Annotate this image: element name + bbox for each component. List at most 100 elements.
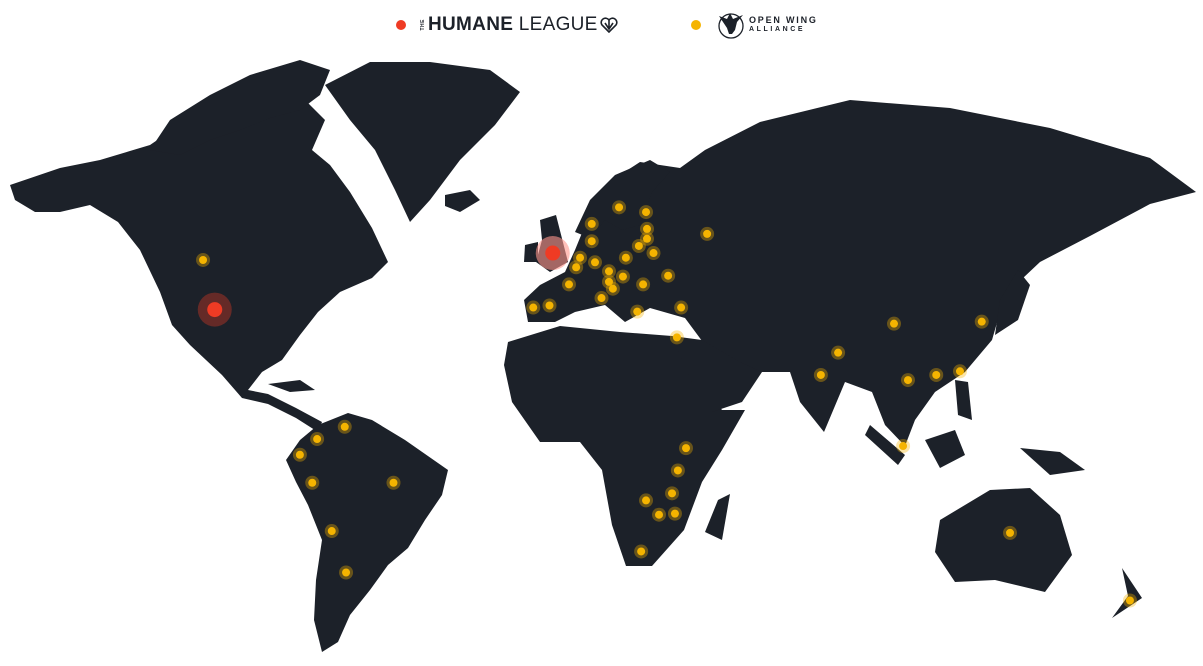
logo-humane-league: HUMANE LEAGUE: [428, 14, 598, 36]
legend: THE HUMANE LEAGUE OPEN WING ALLIANCE: [0, 8, 1203, 42]
owa-marker[interactable]: [640, 221, 654, 236]
owa-marker[interactable]: [615, 269, 630, 284]
owa-marker-dot: [639, 280, 648, 289]
owa-marker[interactable]: [661, 268, 676, 283]
legend-item-the-humane-league[interactable]: THE HUMANE LEAGUE: [396, 8, 618, 42]
owa-marker[interactable]: [929, 367, 944, 382]
owa-marker-dot: [313, 435, 322, 444]
logo-alliance: ALLIANCE: [749, 26, 806, 33]
owa-marker[interactable]: [670, 463, 685, 478]
owa-marker[interactable]: [618, 250, 633, 265]
owa-marker-dot: [327, 527, 336, 536]
owa-marker[interactable]: [562, 277, 576, 292]
legend-item-open-wing-alliance[interactable]: OPEN WING ALLIANCE: [691, 8, 818, 42]
logo-open-wing-alliance: OPEN WING ALLIANCE: [749, 15, 818, 35]
heart-icon: [600, 17, 618, 33]
owa-marker[interactable]: [542, 298, 557, 313]
owa-marker[interactable]: [386, 475, 401, 490]
owa-marker[interactable]: [700, 226, 715, 241]
owa-marker-dot: [643, 224, 651, 233]
owa-marker-dot: [591, 258, 599, 267]
new-zealand: [1112, 568, 1142, 618]
owa-marker-dot: [643, 234, 651, 243]
owa-marker[interactable]: [605, 281, 620, 296]
owa-marker-dot: [834, 348, 843, 357]
owa-marker[interactable]: [646, 246, 661, 261]
owa-marker[interactable]: [601, 264, 616, 279]
owa-marker-dot: [587, 237, 596, 246]
owa-marker[interactable]: [631, 238, 646, 253]
owa-marker[interactable]: [324, 524, 339, 539]
owa-marker-dot: [529, 303, 538, 312]
owa-marker[interactable]: [1122, 593, 1137, 608]
owa-marker[interactable]: [634, 544, 649, 559]
landmass: [10, 60, 1196, 652]
owa-marker[interactable]: [339, 565, 354, 580]
owa-marker[interactable]: [594, 291, 609, 306]
owa-marker[interactable]: [337, 419, 352, 434]
owa-marker-dot: [389, 478, 398, 487]
owa-marker[interactable]: [639, 493, 654, 508]
owa-marker-dot: [932, 370, 941, 379]
owa-marker-dot: [673, 466, 682, 475]
owa-marker[interactable]: [813, 367, 828, 382]
owa-marker-dot: [604, 267, 613, 276]
owa-marker[interactable]: [900, 373, 915, 388]
owa-marker-dot: [565, 280, 573, 289]
owa-marker[interactable]: [640, 231, 654, 246]
owa-marker-dot: [342, 568, 351, 577]
owa-marker[interactable]: [573, 250, 588, 265]
owa-marker[interactable]: [652, 507, 667, 522]
owa-marker[interactable]: [887, 316, 901, 331]
owa-marker[interactable]: [639, 205, 654, 220]
owa-marker[interactable]: [952, 364, 967, 379]
owa-marker[interactable]: [584, 234, 599, 249]
owa-marker-dot: [703, 229, 712, 238]
owa-marker[interactable]: [588, 255, 602, 270]
owa-marker[interactable]: [636, 277, 651, 292]
owa-marker[interactable]: [196, 252, 211, 267]
owa-marker[interactable]: [679, 441, 693, 456]
logo-open-wing: OPEN WING: [749, 15, 818, 25]
owa-marker[interactable]: [612, 200, 627, 215]
south-america: [286, 413, 448, 652]
owa-marker-dot: [576, 253, 585, 262]
owa-marker-dot: [199, 255, 208, 264]
cuba: [268, 380, 315, 392]
owa-marker[interactable]: [896, 439, 911, 454]
owa-marker-dot: [649, 249, 658, 258]
owa-marker[interactable]: [674, 300, 689, 315]
owa-marker[interactable]: [310, 432, 325, 447]
owa-marker-dot: [655, 510, 664, 519]
sumatra: [865, 425, 905, 465]
owa-marker-dot: [903, 376, 912, 385]
owa-marker[interactable]: [831, 345, 846, 360]
thl-marker[interactable]: [535, 236, 570, 271]
owa-marker-dot: [816, 370, 825, 379]
owa-marker[interactable]: [305, 475, 320, 490]
madagascar: [705, 494, 730, 540]
owa-marker[interactable]: [630, 304, 645, 319]
owa-marker[interactable]: [526, 300, 541, 315]
owa-marker-dot: [664, 271, 673, 280]
owa-marker-dot: [618, 272, 627, 281]
thl-marker-dot: [545, 245, 561, 261]
iceland: [445, 190, 480, 212]
owa-marker[interactable]: [667, 506, 682, 521]
owa-marker[interactable]: [292, 447, 307, 462]
owa-marker[interactable]: [584, 216, 599, 231]
owa-marker[interactable]: [1003, 525, 1018, 540]
arctic-islands: [150, 60, 330, 155]
logo-humane: HUMANE: [428, 14, 514, 35]
owa-marker-dot: [899, 442, 908, 451]
owa-marker-dot: [670, 509, 679, 518]
owa-marker-dot: [955, 367, 964, 376]
owa-marker-dot: [634, 241, 643, 250]
owa-marker[interactable]: [665, 486, 680, 501]
thl-marker[interactable]: [197, 292, 232, 327]
owa-marker[interactable]: [669, 330, 684, 345]
eurasia: [524, 100, 1196, 446]
owa-marker[interactable]: [569, 260, 584, 275]
owa-marker[interactable]: [974, 314, 989, 329]
